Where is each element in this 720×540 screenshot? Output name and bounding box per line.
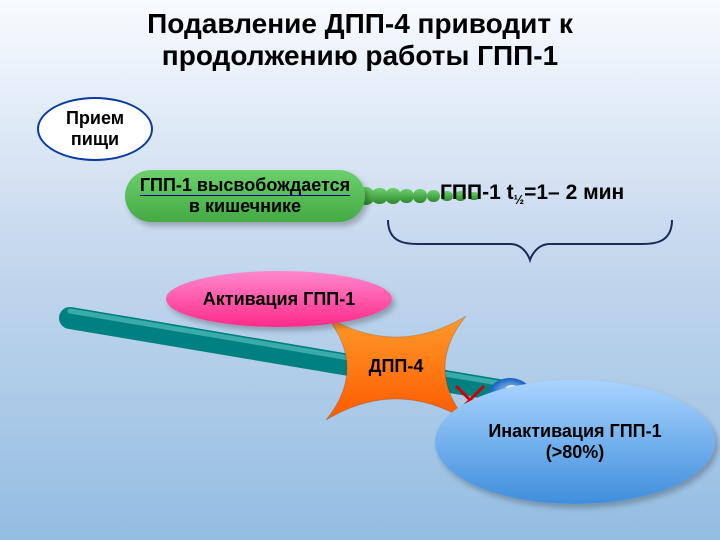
brace-shape [388,220,672,260]
release-box: ГПП-1 высвобождаетсяв кишечнике [125,170,365,222]
slide-title: Подавление ДПП-4 приводит кпродолжению р… [0,8,720,72]
inactivation-ellipse: Инактивация ГПП-1(>80%) [435,380,715,504]
meal-line2: пищи [71,129,119,149]
inact-line2: (>80%) [546,442,605,462]
tail-seg [413,189,427,202]
hl-post: =1– 2 мин [524,181,624,204]
release-line2: в кишечнике [189,196,301,216]
tail-seg [399,189,414,203]
hl-sub: ½ [514,193,525,207]
activation-ellipse: Активация ГПП-1 [166,271,392,327]
release-line1: ГПП-1 высвобождается [140,175,350,196]
halflife-label: ГПП-1 t½=1– 2 мин [440,180,624,208]
hl-pre: ГПП-1 t [440,181,514,204]
slide-root: Подавление ДПП-4 приводит кпродолжению р… [0,0,720,540]
tail-seg [427,190,440,202]
title-line1: Подавление ДПП-4 приводит к [147,8,573,39]
title-line2: продолжению работы ГПП-1 [162,40,558,71]
dpp4-label: ДПП-4 [346,356,446,378]
meal-line1: Прием [66,108,124,128]
activation-text: Активация ГПП-1 [203,289,355,310]
meal-ellipse: Приемпищи [37,97,153,161]
inact-line1: Инактивация ГПП-1 [488,421,661,441]
